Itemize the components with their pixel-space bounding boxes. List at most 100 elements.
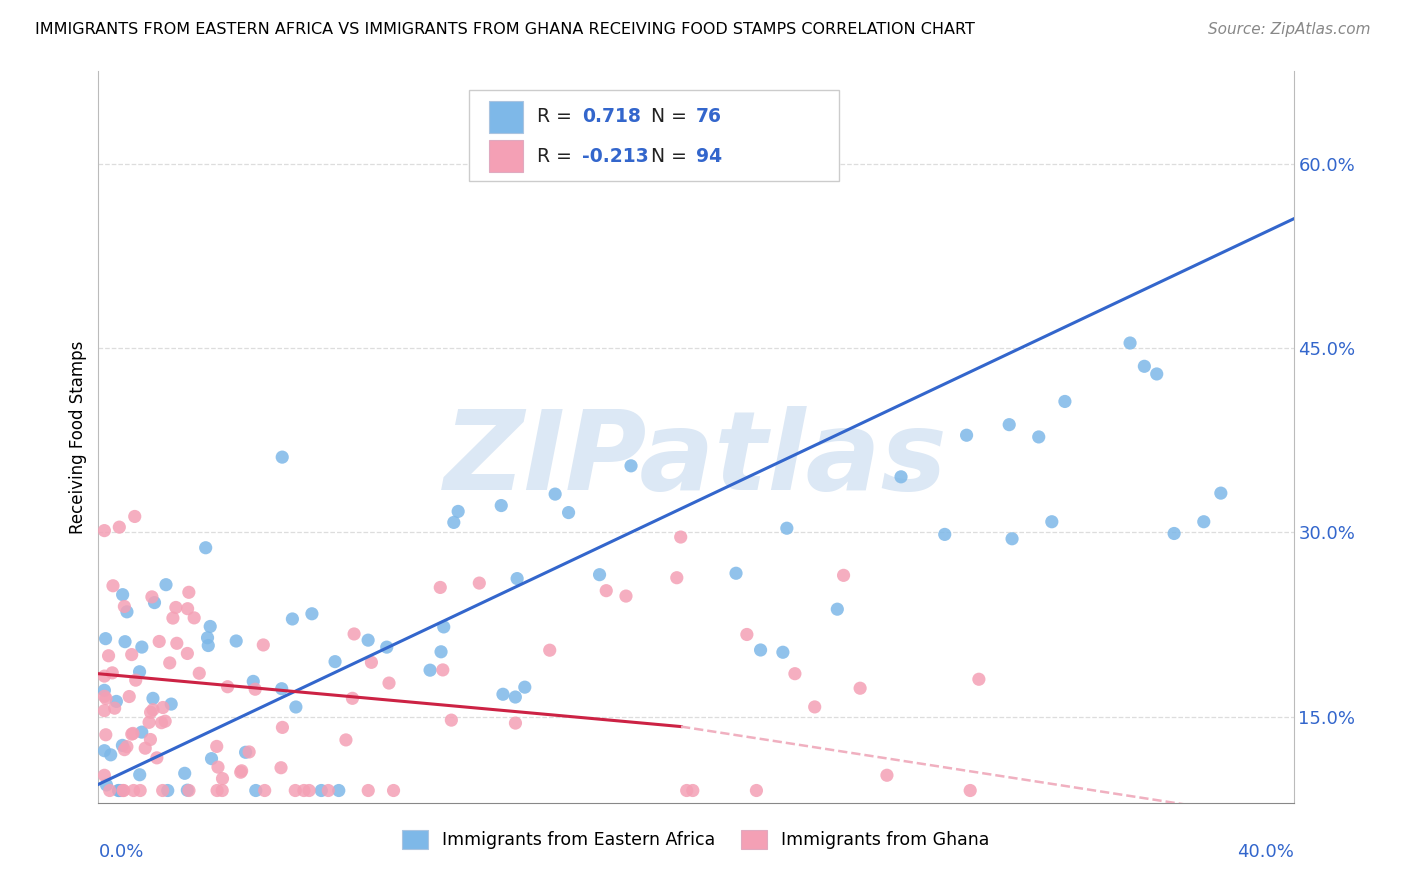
Point: [360, 656, 382, 670]
Point: [156, 783, 179, 797]
Point: [231, 764, 253, 778]
Point: [205, 783, 228, 797]
Point: [832, 568, 855, 582]
Point: [735, 627, 758, 641]
Point: [238, 745, 260, 759]
Point: [138, 715, 160, 730]
Point: [513, 680, 536, 694]
Text: R =: R =: [537, 147, 578, 166]
Point: [776, 521, 799, 535]
Point: [959, 783, 981, 797]
Point: [129, 783, 152, 797]
Point: [211, 772, 233, 786]
Point: [492, 687, 515, 701]
Point: [197, 631, 219, 645]
Point: [419, 663, 441, 677]
Point: [1146, 367, 1168, 381]
Point: [122, 726, 145, 740]
Point: [124, 509, 146, 524]
Point: [440, 713, 463, 727]
Point: [93, 704, 115, 718]
Point: [378, 676, 401, 690]
Point: [166, 636, 188, 650]
Point: [93, 768, 115, 782]
Point: [207, 760, 229, 774]
Point: [357, 783, 380, 797]
Point: [121, 727, 143, 741]
Point: [595, 583, 617, 598]
Point: [544, 487, 567, 501]
Point: [115, 739, 138, 754]
Point: [588, 567, 610, 582]
Point: [128, 665, 150, 679]
Point: [122, 783, 145, 797]
Point: [430, 645, 453, 659]
Point: [253, 783, 276, 797]
Point: [375, 640, 398, 654]
Point: [115, 605, 138, 619]
Point: [1119, 336, 1142, 351]
Point: [94, 691, 117, 706]
Point: [876, 768, 898, 782]
Text: IMMIGRANTS FROM EASTERN AFRICA VS IMMIGRANTS FROM GHANA RECEIVING FOOD STAMPS CO: IMMIGRANTS FROM EASTERN AFRICA VS IMMIGR…: [35, 22, 974, 37]
Point: [724, 566, 747, 581]
Point: [557, 506, 579, 520]
Point: [783, 666, 806, 681]
Point: [343, 627, 366, 641]
Point: [1040, 515, 1063, 529]
Point: [382, 783, 405, 797]
Point: [108, 520, 131, 534]
Point: [298, 783, 321, 797]
Point: [301, 607, 323, 621]
Point: [93, 744, 115, 758]
Point: [114, 634, 136, 648]
Point: [194, 541, 217, 555]
Point: [682, 783, 704, 797]
Point: [153, 714, 176, 729]
Point: [155, 577, 177, 591]
Point: [491, 499, 513, 513]
Point: [107, 783, 129, 797]
Point: [146, 751, 169, 765]
Point: [104, 701, 127, 715]
Point: [112, 783, 135, 797]
Point: [93, 690, 115, 704]
Point: [211, 783, 233, 797]
Point: [235, 745, 257, 759]
Y-axis label: Receiving Food Stamps: Receiving Food Stamps: [69, 341, 87, 533]
Point: [139, 706, 162, 720]
Point: [614, 589, 637, 603]
Point: [242, 674, 264, 689]
Point: [118, 690, 141, 704]
Point: [101, 665, 124, 680]
Point: [433, 620, 456, 634]
Point: [323, 655, 346, 669]
Point: [176, 647, 198, 661]
Point: [505, 716, 527, 731]
Bar: [489, 140, 523, 172]
Point: [96, 778, 118, 792]
Point: [200, 619, 222, 633]
Point: [197, 639, 219, 653]
Point: [148, 634, 170, 648]
Point: [152, 700, 174, 714]
Text: 40.0%: 40.0%: [1237, 843, 1294, 861]
Point: [165, 600, 187, 615]
Point: [176, 783, 198, 797]
Point: [270, 761, 292, 775]
Point: [955, 428, 977, 442]
Point: [675, 783, 697, 797]
Point: [150, 715, 173, 730]
Point: [281, 612, 304, 626]
Point: [105, 694, 128, 708]
Point: [342, 691, 364, 706]
Point: [139, 732, 162, 747]
Point: [429, 581, 451, 595]
Point: [967, 672, 990, 686]
Point: [143, 596, 166, 610]
Point: [141, 590, 163, 604]
Point: [271, 450, 294, 464]
Point: [131, 725, 153, 739]
Point: [142, 691, 165, 706]
Point: [100, 747, 122, 762]
